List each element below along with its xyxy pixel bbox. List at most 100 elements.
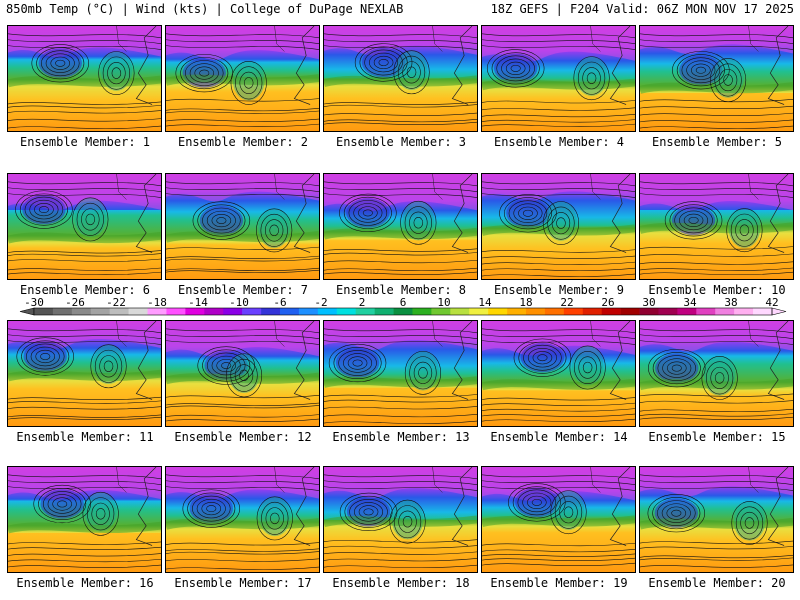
colorbar-swatch — [374, 308, 394, 315]
ensemble-map-panel — [639, 25, 794, 132]
ensemble-member-label: Ensemble Member: 3 — [335, 135, 467, 149]
colorbar-outline — [33, 307, 773, 316]
temperature-wind-map — [324, 26, 477, 131]
temperature-wind-map — [8, 321, 161, 426]
temperature-wind-map — [8, 26, 161, 131]
colorbar-swatch — [90, 308, 110, 315]
temperature-wind-map — [166, 26, 319, 131]
ensemble-map-panel — [165, 173, 320, 280]
ensemble-map-panel — [481, 466, 636, 573]
ensemble-map-panel — [323, 173, 478, 280]
ensemble-map-panel — [481, 320, 636, 427]
colorbar-swatch — [166, 308, 186, 315]
colorbar-swatch — [753, 308, 773, 315]
colorbar-right-arrow — [771, 307, 787, 316]
colorbar-swatch — [261, 308, 281, 315]
temperature-wind-map — [640, 321, 793, 426]
colorbar-tick-label: 34 — [683, 297, 697, 309]
colorbar-tick-label: 42 — [765, 297, 778, 309]
colorbar: -30 -26 -22 -18 -14 -10 -6 -2 2 6 10 14 18 22 26 30 34 38… — [2, 297, 798, 319]
ensemble-map-panel — [323, 320, 478, 427]
colorbar-swatch — [280, 308, 300, 315]
colorbar-tick-label: 26 — [601, 297, 614, 309]
colorbar-tick-label: -18 — [147, 297, 167, 309]
colorbar-tick-label: 38 — [724, 297, 737, 309]
temperature-wind-map — [324, 467, 477, 572]
colorbar-swatch — [71, 308, 92, 315]
temperature-wind-map — [640, 467, 793, 572]
colorbar-left-arrow — [19, 307, 35, 316]
ensemble-member-label: Ensemble Member: 17 — [174, 576, 312, 590]
ensemble-map-panel — [7, 466, 162, 573]
colorbar-swatch — [734, 308, 754, 315]
colorbar-swatch — [601, 308, 621, 315]
colorbar-swatch — [677, 308, 697, 315]
colorbar-svg: -30 -26 -22 -18 -14 -10 -6 -2 2 6 10 14 18 22 26 30 34 38… — [19, 297, 787, 316]
ensemble-member-label: Ensemble Member: 14 — [490, 430, 628, 444]
colorbar-swatch — [696, 308, 716, 315]
ensemble-map-panel — [7, 25, 162, 132]
model-run-info: 18Z GEFS | F204 Valid: 06Z MON NOV 17 20… — [490, 2, 794, 16]
colorbar-swatch — [52, 308, 73, 315]
colorbar-swatch — [450, 308, 470, 315]
ensemble-member-label: Ensemble Member: 16 — [16, 576, 154, 590]
colorbar-swatch — [298, 308, 319, 315]
colorbar-swatch — [544, 308, 565, 315]
colorbar-swatch — [242, 308, 262, 315]
ensemble-map-panel — [165, 25, 320, 132]
temperature-wind-map — [482, 26, 635, 131]
ensemble-map-panel — [165, 320, 320, 427]
temperature-wind-map — [324, 174, 477, 279]
colorbar-tick-label: 2 — [359, 297, 366, 309]
colorbar-swatch — [563, 308, 584, 315]
colorbar-swatch — [639, 308, 659, 315]
temperature-wind-map — [8, 174, 161, 279]
ensemble-member-label: Ensemble Member: 12 — [174, 430, 312, 444]
colorbar-swatch — [355, 308, 375, 315]
colorbar-tick-label: -26 — [65, 297, 85, 309]
ensemble-map-panel — [7, 173, 162, 280]
ensemble-member-label: Ensemble Member: 6 — [19, 283, 151, 297]
ensemble-member-label: Ensemble Member: 11 — [16, 430, 154, 444]
temperature-wind-map — [482, 174, 635, 279]
colorbar-swatch — [620, 308, 640, 315]
colorbar-tick-label: -14 — [188, 297, 208, 309]
colorbar-tick-label: 14 — [478, 297, 492, 309]
ensemble-map-panel — [7, 320, 162, 427]
temperature-wind-map — [166, 174, 319, 279]
colorbar-swatch — [488, 308, 508, 315]
colorbar-swatch — [147, 308, 167, 315]
colorbar-swatch — [582, 308, 602, 315]
ensemble-map-panel — [639, 320, 794, 427]
colorbar-swatch — [507, 308, 527, 315]
colorbar-swatch — [185, 308, 205, 315]
colorbar-tick-label: -10 — [229, 297, 249, 309]
ensemble-member-label: Ensemble Member: 5 — [651, 135, 783, 149]
colorbar-swatch — [393, 308, 413, 315]
temperature-wind-map — [8, 467, 161, 572]
colorbar-swatch — [715, 308, 735, 315]
ensemble-member-label: Ensemble Member: 4 — [493, 135, 625, 149]
temperature-wind-map — [482, 467, 635, 572]
colorbar-swatch — [469, 308, 489, 315]
ensemble-member-label: Ensemble Member: 13 — [332, 430, 470, 444]
ensemble-member-label: Ensemble Member: 10 — [648, 283, 786, 297]
ensemble-member-label: Ensemble Member: 8 — [335, 283, 467, 297]
colorbar-tick-label: -22 — [106, 297, 126, 309]
ensemble-member-label: Ensemble Member: 1 — [19, 135, 151, 149]
ensemble-member-label: Ensemble Member: 9 — [493, 283, 625, 297]
ensemble-member-label: Ensemble Member: 7 — [177, 283, 309, 297]
ensemble-map-panel — [639, 173, 794, 280]
colorbar-swatch — [204, 308, 224, 315]
ensemble-member-label: Ensemble Member: 19 — [490, 576, 628, 590]
ensemble-map-panel — [481, 25, 636, 132]
colorbar-swatch — [336, 308, 356, 315]
temperature-wind-map — [640, 174, 793, 279]
ensemble-member-label: Ensemble Member: 15 — [648, 430, 786, 444]
ensemble-map-panel — [165, 466, 320, 573]
chart-title: 850mb Temp (°C) | Wind (kts) | College o… — [6, 2, 404, 16]
ensemble-map-panel — [481, 173, 636, 280]
temperature-wind-map — [166, 467, 319, 572]
colorbar-tick-label: 10 — [437, 297, 450, 309]
colorbar-tick-label: 18 — [519, 297, 532, 309]
